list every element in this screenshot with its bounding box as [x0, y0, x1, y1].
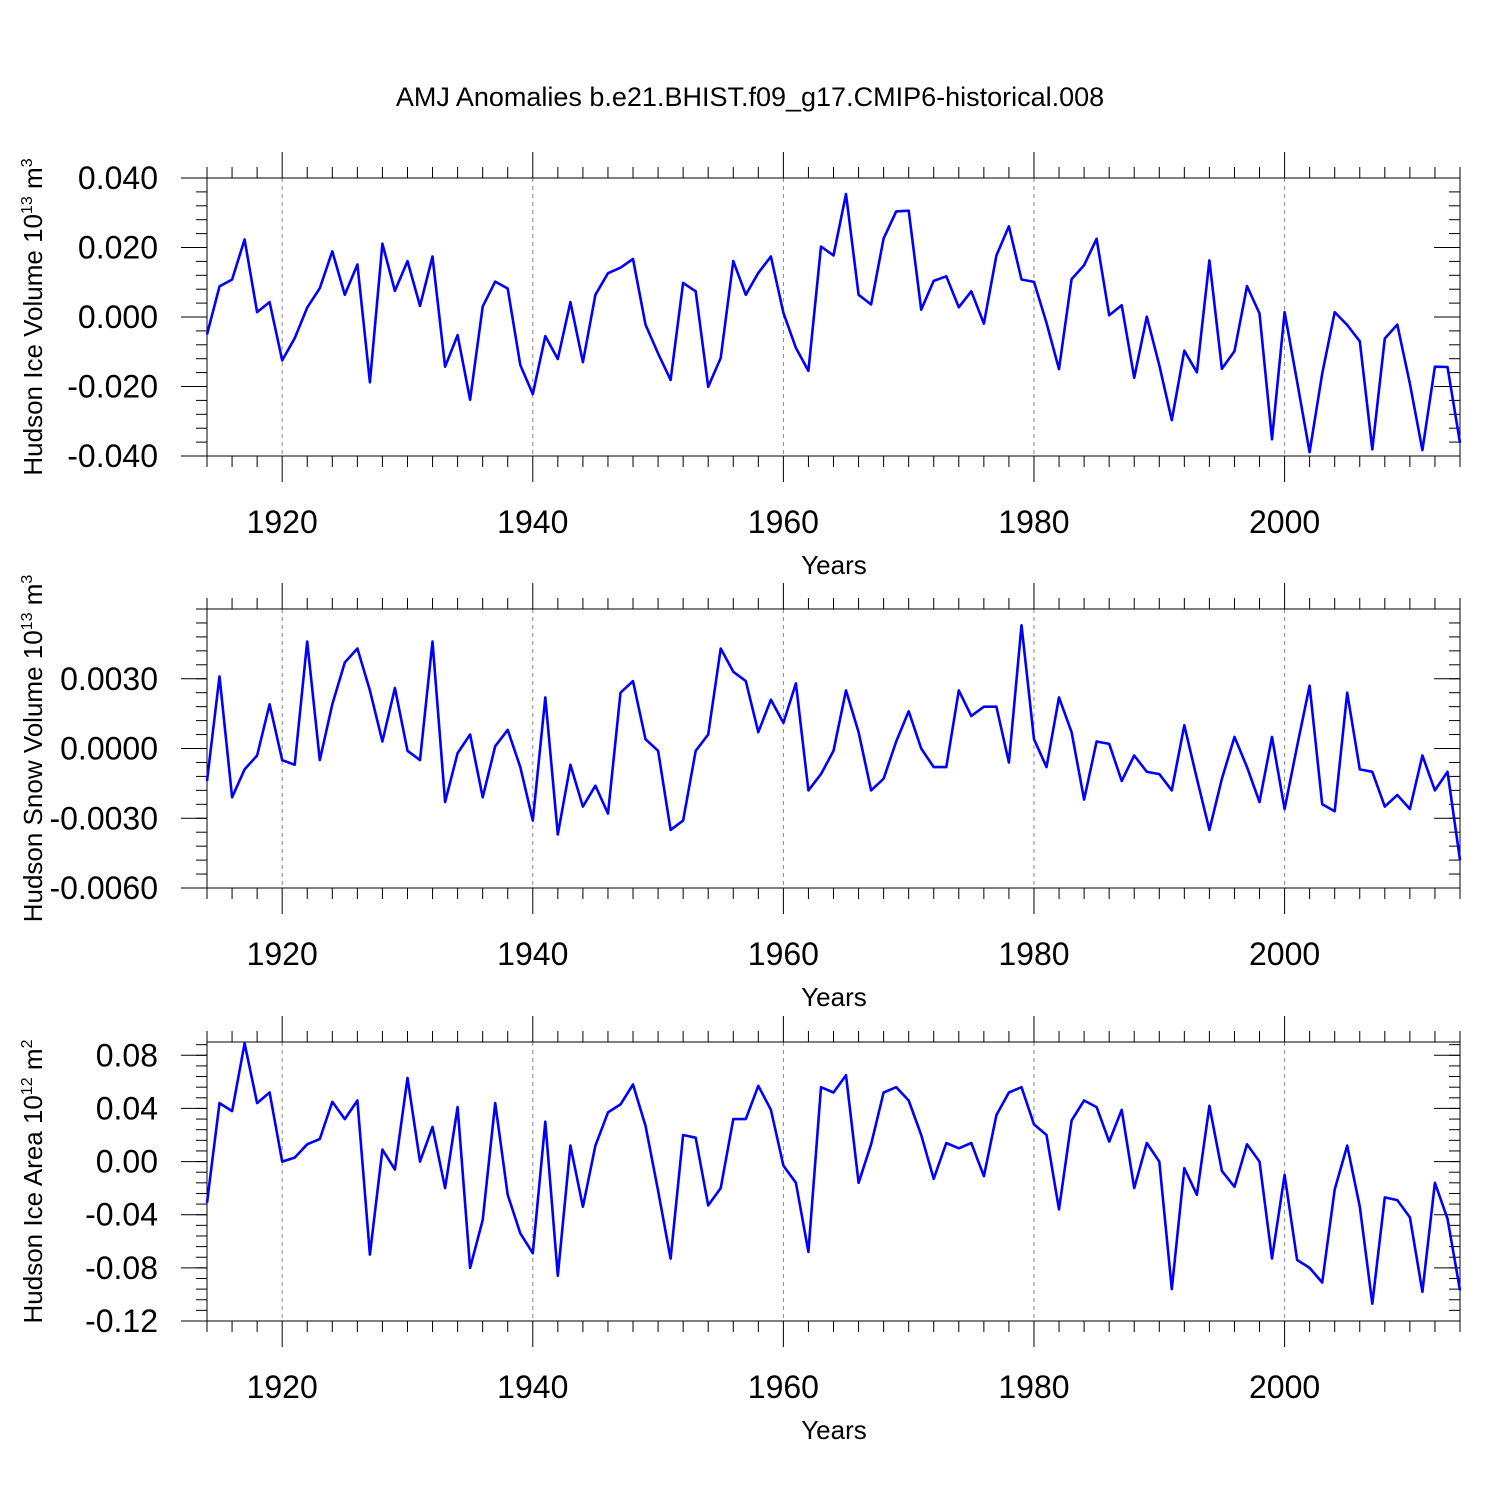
y-axis-label-part: 12: [19, 1077, 36, 1095]
y-axis-label-part: m: [18, 1048, 48, 1077]
x-tick-label: 1960: [748, 936, 819, 972]
y-tick-label: -0.040: [67, 438, 158, 474]
y-axis-label: Hudson Ice Volume 1013 m3: [18, 158, 48, 475]
series-line: [205, 1042, 1462, 1305]
x-axis-label: Years: [801, 550, 867, 580]
y-axis-label-part: Hudson Ice Area 10: [18, 1095, 48, 1323]
y-axis-label-part: 13: [19, 612, 36, 630]
plot-frame: [206, 608, 1461, 889]
panel-ice-volume: 1920 1940 1960 1980 2000 -0.040 -0.020 0.000 0.0…: [18, 152, 1462, 580]
y-axis-label-part: 3: [19, 158, 36, 167]
plot-frame: [206, 177, 1461, 457]
y-tick-label: 0.08: [96, 1037, 158, 1073]
x-tick-label: 2000: [1249, 936, 1320, 972]
y-tick-label: -0.020: [67, 369, 158, 405]
y-axis-label-part: 3: [19, 575, 36, 584]
y-tick-label: 0.0030: [60, 661, 158, 697]
chart-title: AMJ Anomalies b.e21.BHIST.f09_g17.CMIP6-…: [396, 82, 1104, 112]
y-axis-label-part: Hudson Ice Volume 10: [18, 214, 48, 476]
y-axis-label-part: m: [18, 167, 48, 196]
x-tick-label: 1980: [998, 504, 1069, 540]
y-tick-label: -0.0060: [49, 870, 158, 906]
series-line: [205, 623, 1462, 861]
y-tick-label: 0.040: [78, 160, 158, 196]
y-tick-label: 0.0000: [60, 731, 158, 767]
y-tick-label: -0.12: [85, 1303, 158, 1339]
y-axis-label: Hudson Snow Volume 1013 m3: [18, 575, 48, 923]
x-tick-label: 1940: [497, 936, 568, 972]
x-tick-label: 2000: [1249, 504, 1320, 540]
x-tick-label: 1960: [748, 504, 819, 540]
x-tick-label: 1960: [748, 1369, 819, 1405]
x-tick-label: 1920: [247, 504, 318, 540]
y-axis-label-part: Hudson Snow Volume 10: [18, 630, 48, 922]
plot-frame: [206, 1041, 1461, 1322]
x-tick-label: 1940: [497, 1369, 568, 1405]
y-tick-label: 0.000: [78, 299, 158, 335]
x-tick-label: 1980: [998, 1369, 1069, 1405]
y-tick-label: 0.00: [96, 1144, 158, 1180]
x-tick-label: 1980: [998, 936, 1069, 972]
x-tick-label: 1920: [247, 1369, 318, 1405]
y-axis-label: Hudson Ice Area 1012 m2: [18, 1039, 48, 1323]
y-tick-label: -0.0030: [49, 800, 158, 836]
x-tick-label: 1920: [247, 936, 318, 972]
y-tick-label: -0.04: [85, 1197, 158, 1233]
panel-ice-area: 1920 1940 1960 1980 2000 -0.12 -0.08 -0.04 0.00 0…: [18, 1016, 1462, 1445]
x-tick-label: 2000: [1249, 1369, 1320, 1405]
x-axis-label: Years: [801, 1415, 867, 1445]
y-axis-label-part: 2: [19, 1039, 36, 1048]
x-axis-label: Years: [801, 982, 867, 1012]
y-tick-label: 0.04: [96, 1090, 158, 1126]
panel-snow-volume: 1920 1940 1960 1980 2000 -0.0060 -0.0030 0.0000…: [18, 575, 1462, 1012]
y-axis-label-part: m: [18, 584, 48, 613]
y-tick-label: 0.020: [78, 230, 158, 266]
y-tick-label: -0.08: [85, 1250, 158, 1286]
series-line: [205, 192, 1462, 454]
y-axis-label-part: 13: [19, 196, 36, 214]
x-tick-label: 1940: [497, 504, 568, 540]
